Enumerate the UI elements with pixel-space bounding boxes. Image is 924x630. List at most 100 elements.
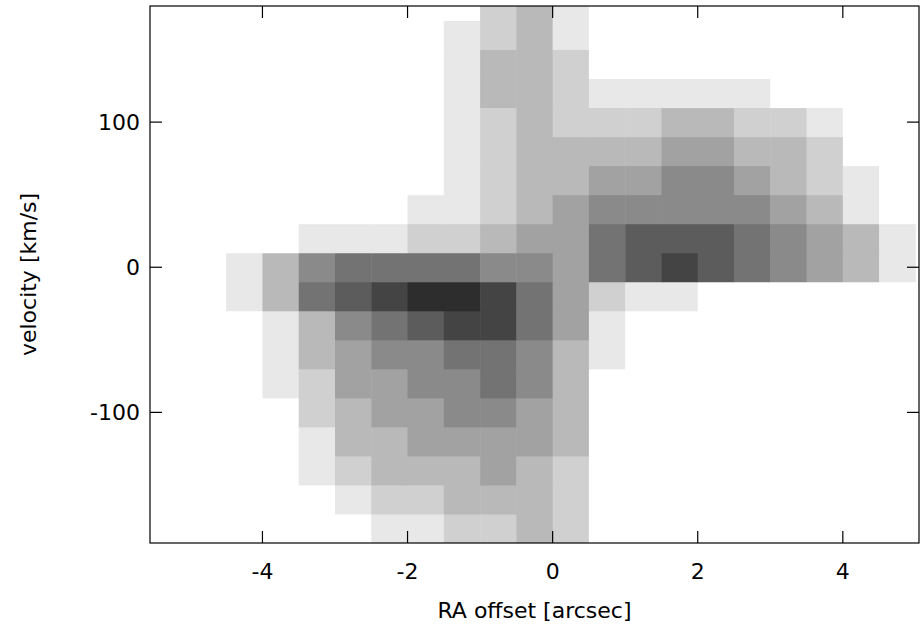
cell xyxy=(589,485,626,515)
cell xyxy=(371,21,408,51)
cell xyxy=(335,456,372,486)
cell xyxy=(661,253,698,283)
cell xyxy=(661,514,698,543)
cell xyxy=(843,398,880,428)
x-tick xyxy=(697,531,698,543)
cell xyxy=(843,485,880,515)
cell xyxy=(190,340,227,370)
cell xyxy=(770,369,807,399)
x-tick-top xyxy=(552,6,553,18)
cell xyxy=(154,137,191,167)
cell xyxy=(516,50,553,80)
cell xyxy=(553,166,590,196)
cell xyxy=(299,427,336,457)
cell xyxy=(190,108,227,138)
cell xyxy=(843,21,880,51)
cell xyxy=(770,166,807,196)
cell xyxy=(444,427,481,457)
cell xyxy=(444,456,481,486)
cell xyxy=(589,108,626,138)
cell xyxy=(480,456,517,486)
cell xyxy=(553,369,590,399)
cell xyxy=(408,311,445,341)
cell xyxy=(262,224,299,254)
cell xyxy=(262,50,299,80)
cell xyxy=(625,485,662,515)
cell xyxy=(371,282,408,312)
cell xyxy=(625,50,662,80)
cell xyxy=(770,21,807,51)
cell xyxy=(879,224,916,254)
cell xyxy=(553,311,590,341)
cell xyxy=(444,195,481,225)
cell xyxy=(444,282,481,312)
cell xyxy=(335,137,372,167)
cell xyxy=(299,166,336,196)
cell xyxy=(625,282,662,312)
cell xyxy=(480,79,517,109)
cell xyxy=(299,108,336,138)
cell xyxy=(516,485,553,515)
cell xyxy=(190,456,227,486)
cell xyxy=(807,79,844,109)
cell xyxy=(299,6,336,21)
cell xyxy=(335,224,372,254)
cell xyxy=(553,282,590,312)
cell xyxy=(879,340,916,370)
cell xyxy=(408,79,445,109)
cell xyxy=(226,166,263,196)
cell xyxy=(843,6,880,21)
cell xyxy=(589,253,626,283)
cell xyxy=(770,137,807,167)
cell xyxy=(299,456,336,486)
y-tick-label: 0 xyxy=(126,255,140,280)
cell xyxy=(661,108,698,138)
cell xyxy=(226,137,263,167)
cell xyxy=(589,195,626,225)
cell xyxy=(299,79,336,109)
cell xyxy=(698,514,735,543)
cell xyxy=(734,21,771,51)
cell xyxy=(371,6,408,21)
cell xyxy=(335,6,372,21)
cell xyxy=(553,79,590,109)
cell xyxy=(770,456,807,486)
cell xyxy=(698,369,735,399)
cell xyxy=(553,485,590,515)
cell xyxy=(408,427,445,457)
cell xyxy=(770,224,807,254)
cell xyxy=(480,108,517,138)
cell xyxy=(879,369,916,399)
cell xyxy=(226,6,263,21)
cell xyxy=(262,166,299,196)
cell xyxy=(408,282,445,312)
cell xyxy=(371,224,408,254)
x-tick xyxy=(407,531,408,543)
cell xyxy=(299,50,336,80)
cell xyxy=(553,137,590,167)
cell xyxy=(226,108,263,138)
cell xyxy=(154,224,191,254)
cell xyxy=(262,514,299,543)
cell xyxy=(480,195,517,225)
cell xyxy=(262,369,299,399)
cell xyxy=(553,253,590,283)
cell xyxy=(516,311,553,341)
cell xyxy=(879,195,916,225)
cell xyxy=(226,50,263,80)
cell xyxy=(335,166,372,196)
cell xyxy=(371,398,408,428)
cell xyxy=(734,6,771,21)
cell xyxy=(480,514,517,543)
cell xyxy=(553,195,590,225)
cell xyxy=(843,311,880,341)
cell xyxy=(698,282,735,312)
cell xyxy=(371,50,408,80)
cell xyxy=(661,195,698,225)
cell xyxy=(226,224,263,254)
cell xyxy=(770,340,807,370)
cell xyxy=(408,50,445,80)
cell xyxy=(807,311,844,341)
cell xyxy=(335,311,372,341)
cell xyxy=(371,369,408,399)
